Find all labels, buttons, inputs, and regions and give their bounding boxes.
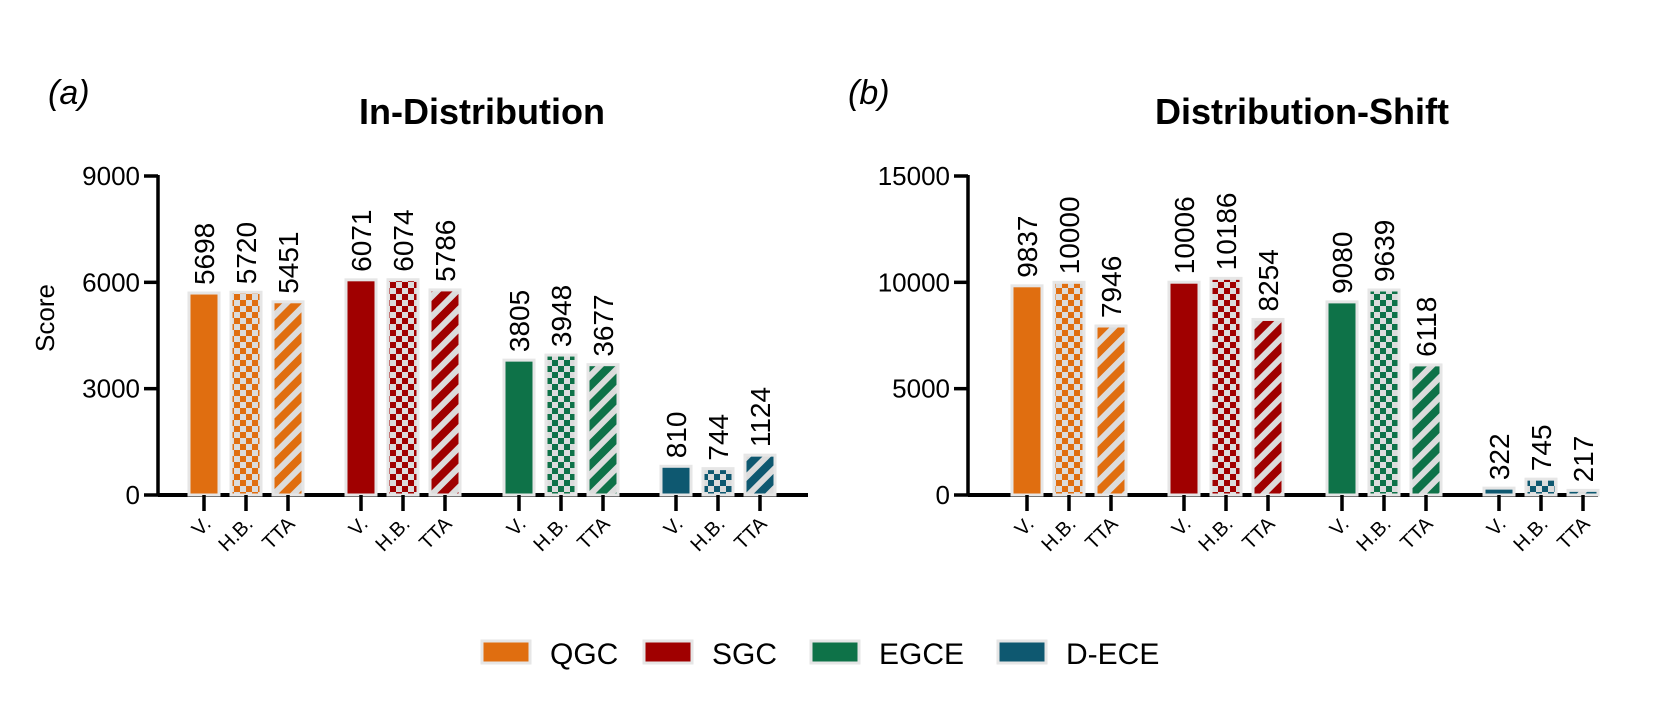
x-category-label: H.B.: [1037, 513, 1080, 556]
bar-qgc-tta: [1094, 324, 1128, 497]
data-label: 5720: [231, 222, 262, 284]
data-label: 5451: [273, 231, 304, 293]
x-category-label: V.: [188, 513, 216, 541]
data-label: 10006: [1169, 196, 1200, 274]
x-category-label: H.B.: [1352, 513, 1395, 556]
bar-qgc-v: [1010, 284, 1044, 497]
chart-title-distribution-shift: Distribution-Shift: [1155, 91, 1449, 132]
legend-label-d-ece: D-ECE: [1066, 638, 1159, 671]
y-tick-label: 3000: [82, 374, 140, 404]
legend-label-sgc: SGC: [712, 638, 777, 671]
data-label: 1124: [745, 387, 776, 447]
data-label: 6074: [388, 209, 419, 271]
x-category-label: TTA: [1553, 513, 1595, 555]
x-category-label: V.: [1168, 513, 1196, 541]
y-axis-title: Score: [30, 284, 60, 352]
bar-sgc-hb: [1209, 276, 1243, 497]
bar-d-ece-v: [1482, 486, 1516, 497]
x-category-label: V.: [1483, 513, 1511, 541]
legend-swatch-sgc: [642, 639, 694, 665]
panel-a-label: (a): [48, 74, 90, 112]
bar-egce-hb: [1367, 288, 1401, 497]
bar-d-ece-tta: [743, 453, 777, 497]
data-label: 217: [1568, 436, 1599, 483]
x-category-label: V.: [503, 513, 531, 541]
x-category-label: H.B.: [1194, 513, 1237, 556]
y-tick-label: 0: [936, 480, 950, 510]
y-tick-label: 6000: [82, 267, 140, 297]
data-label: 6118: [1411, 297, 1442, 357]
x-category-label: H.B.: [214, 513, 257, 556]
bar-qgc-hb: [229, 290, 263, 497]
panel-in-distribution: (a) In-Distribution Score 0 3000 6000 9000 V…: [30, 74, 808, 556]
x-category-label: TTA: [730, 513, 772, 555]
data-label: 9080: [1327, 232, 1358, 294]
x-category-label: V.: [1011, 513, 1039, 541]
data-label: 3677: [588, 294, 619, 356]
bar-d-ece-hb: [701, 467, 735, 497]
y-tick-label: 9000: [82, 161, 140, 191]
legend-label-qgc: QGC: [550, 638, 618, 671]
bar-qgc-v: [187, 291, 221, 497]
x-category-label: V.: [345, 513, 373, 541]
data-label: 745: [1526, 424, 1557, 471]
plot-area-b: 0 5000 10000 15000 V. 9837 H.B. 10000 TTA 7946 V. 1…: [878, 161, 1600, 556]
bar-egce-v: [502, 358, 536, 497]
bar-sgc-tta: [428, 288, 462, 497]
bar-sgc-v: [344, 278, 378, 497]
bar-sgc-v: [1167, 280, 1201, 497]
bar-d-ece-tta: [1566, 488, 1600, 497]
data-label: 10000: [1054, 196, 1085, 274]
chart-title-in-distribution: In-Distribution: [359, 91, 605, 132]
plot-area-a: 0 3000 6000 9000 V. 5698 H.B. 5720 TTA 5451 V. 6071…: [82, 161, 808, 556]
data-label: 744: [703, 414, 734, 461]
bar-egce-tta: [1409, 363, 1443, 497]
x-category-label: V.: [660, 513, 688, 541]
bar-egce-tta: [586, 363, 620, 497]
data-label: 9837: [1012, 216, 1043, 278]
y-tick-label: 10000: [878, 267, 950, 297]
x-category-label: TTA: [1238, 513, 1280, 555]
bar-egce-hb: [544, 353, 578, 497]
legend-label-egce: EGCE: [879, 638, 964, 671]
y-tick-label: 5000: [892, 374, 950, 404]
y-tick-label: 15000: [878, 161, 950, 191]
data-label: 9639: [1369, 220, 1400, 282]
x-category-label: H.B.: [371, 513, 414, 556]
data-label: 5698: [189, 223, 220, 285]
legend: QGC SGC EGCE D-ECE: [480, 638, 1159, 671]
bar-d-ece-v: [659, 464, 693, 497]
data-label: 322: [1484, 433, 1515, 480]
x-category-label: V.: [1326, 513, 1354, 541]
data-label: 5786: [430, 220, 461, 282]
legend-swatch-qgc: [480, 639, 532, 665]
x-category-label: TTA: [573, 513, 615, 555]
bar-qgc-hb: [1052, 280, 1086, 497]
x-category-label: TTA: [258, 513, 300, 555]
x-category-label: H.B.: [686, 513, 729, 556]
x-category-label: TTA: [1396, 513, 1438, 555]
bar-sgc-tta: [1251, 317, 1285, 497]
x-category-label: TTA: [1081, 513, 1123, 555]
x-category-label: TTA: [415, 513, 457, 555]
bar-qgc-tta: [271, 300, 305, 497]
data-label: 3948: [546, 285, 577, 347]
data-label: 3805: [504, 290, 535, 352]
bar-d-ece-hb: [1524, 477, 1558, 497]
data-label: 10186: [1211, 193, 1242, 271]
panel-distribution-shift: (b) Distribution-Shift 0 5000 10000 15000 V.…: [848, 74, 1600, 556]
x-category-label: H.B.: [1509, 513, 1552, 556]
data-label: 810: [661, 412, 692, 459]
data-label: 7946: [1096, 256, 1127, 318]
bar-egce-v: [1325, 300, 1359, 497]
legend-swatch-d-ece: [996, 639, 1048, 665]
panel-b-label: (b): [848, 74, 890, 112]
data-label: 8254: [1253, 249, 1284, 311]
bar-sgc-hb: [386, 278, 420, 497]
data-label: 6071: [346, 210, 377, 272]
x-category-label: H.B.: [529, 513, 572, 556]
y-tick-label: 0: [126, 480, 140, 510]
legend-swatch-egce: [809, 639, 861, 665]
